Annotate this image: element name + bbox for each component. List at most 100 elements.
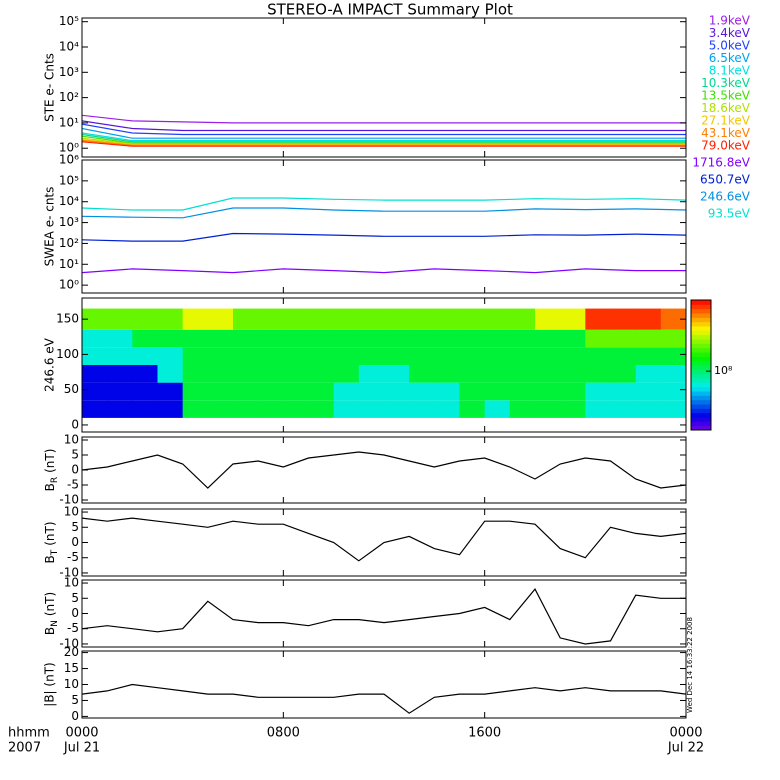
heat-cell [157,382,184,401]
heat-cell [182,382,209,401]
heat-cell [333,400,360,418]
y-tick-label: 10² [59,236,79,250]
heat-cell [157,365,184,383]
heat-cell [132,347,158,365]
panel-frame [81,17,687,158]
heat-cell [484,347,511,365]
heat-cell [283,365,309,383]
heat-cell [132,382,158,401]
heat-cell [157,308,184,330]
series-line [82,232,686,242]
heat-cell [82,308,108,330]
y-axis-label: BN (nT) [43,592,60,635]
series-line [82,197,686,211]
heat-cell [585,382,611,401]
legend-entry: 6.5keV [709,51,751,65]
y-label-main: B [43,627,57,635]
heat-cell [660,347,686,365]
y-tick-label: 10 [64,576,79,590]
heat-cell [409,347,435,365]
heat-cell [333,329,360,348]
heat-cell [233,329,259,348]
y-tick-label: 10⁵ [59,173,79,187]
y-tick-label: 10⁴ [59,194,79,208]
panel-data [82,683,686,714]
heat-cell [283,329,309,348]
heat-cell [82,382,108,401]
heat-cell [660,329,686,348]
y-tick-label: 10 [64,505,79,519]
heat-cell [233,365,259,383]
y-tick-label: 0 [71,463,79,477]
heat-cell [660,365,686,383]
y-tick-label: 10⁰ [59,278,79,292]
heat-cell [509,308,536,330]
colorbar-step [691,365,711,370]
panel-data [82,308,686,418]
legend-entry: 5.0keV [709,39,751,53]
y-tick-label: 5 [71,520,79,534]
heat-cell [82,400,108,418]
heat-cell [384,347,410,365]
heat-cell [283,308,309,330]
colorbar-step [691,395,711,401]
heat-cell [258,308,284,330]
heat-cell [484,400,511,418]
y-tick-label: 10⁵ [59,14,79,28]
heat-cell [182,400,209,418]
x-date-label: Jul 21 [63,741,100,756]
y-axis-label: BR (nT) [43,449,60,492]
heat-cell [333,347,360,365]
colorbar-frame [690,299,712,431]
y-tick-label: -5 [67,550,79,564]
heat-cell [509,329,536,348]
heat-cell [107,382,133,401]
y-label-unit: (nT) [43,449,57,473]
y-tick-label: -5 [67,621,79,635]
series-line [82,588,686,645]
legend-entry: 1716.8eV [692,156,750,170]
y-axis-label: 246.6 eV [43,337,57,392]
heat-cell [409,365,435,383]
heat-cell [233,308,259,330]
series-line [82,120,686,132]
heat-cell [107,308,133,330]
heat-cell [660,308,686,330]
heat-cell [509,347,536,365]
heat-cell [283,400,309,418]
heat-cell [585,400,611,418]
legend-entry: 79.0keV [701,139,751,153]
y-tick-label: 20 [64,645,79,659]
colorbar-step [691,321,711,327]
heat-cell [409,329,435,348]
heat-cell [635,347,662,365]
heat-cell [207,308,234,330]
x-tick-label: 0800 [267,726,300,741]
colorbar-step [691,343,711,349]
colorbar-step [691,378,711,383]
heat-cell [434,347,460,365]
y-tick-label: 10 [64,433,79,447]
legend-entry: 650.7eV [700,173,751,187]
y-tick-label: 150 [56,312,79,326]
heat-cell [585,365,611,383]
heat-cell [207,329,234,348]
y-tick-label: 0 [71,535,79,549]
y-label-sub: T [50,549,60,556]
heat-cell [459,347,486,365]
heat-cell [258,329,284,348]
heat-cell [635,329,662,348]
panel-data [82,517,686,562]
heat-cell [107,400,133,418]
heat-cell [308,382,335,401]
heat-cell [535,347,561,365]
heat-cell [258,400,284,418]
heat-cell [333,308,360,330]
heat-cell [207,365,234,383]
heat-cell [283,382,309,401]
y-axis-label: SWEA e- cnts [43,187,57,267]
legend-entry: 93.5eV [708,207,751,221]
heat-cell [509,365,536,383]
colorbar-step [691,391,711,396]
